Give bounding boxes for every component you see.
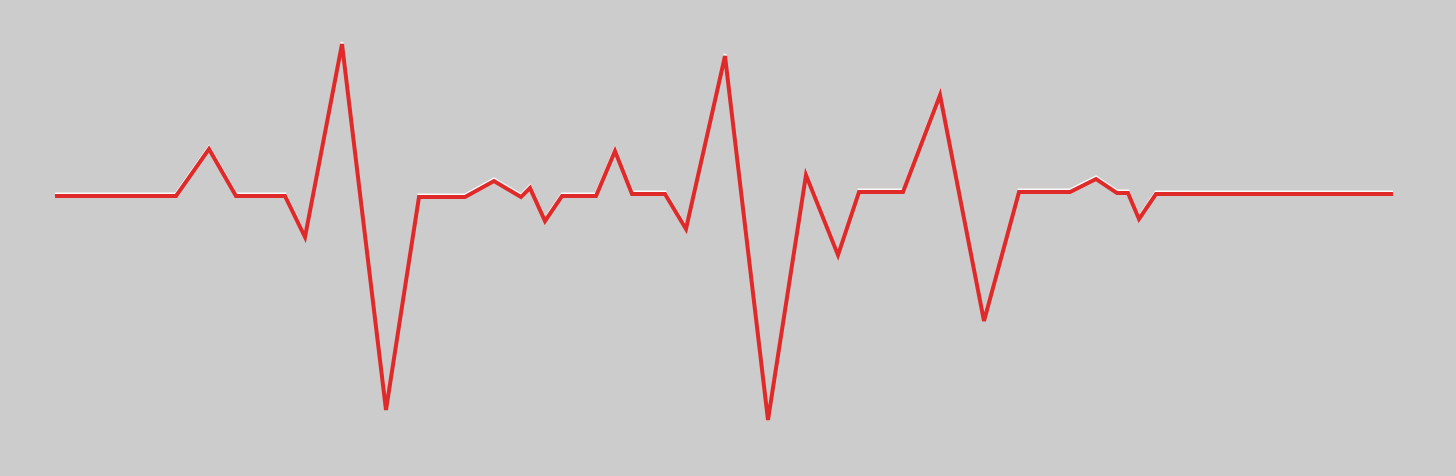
heartbeat-line-highlight xyxy=(55,41,1393,419)
heartbeat-line xyxy=(55,43,1393,421)
